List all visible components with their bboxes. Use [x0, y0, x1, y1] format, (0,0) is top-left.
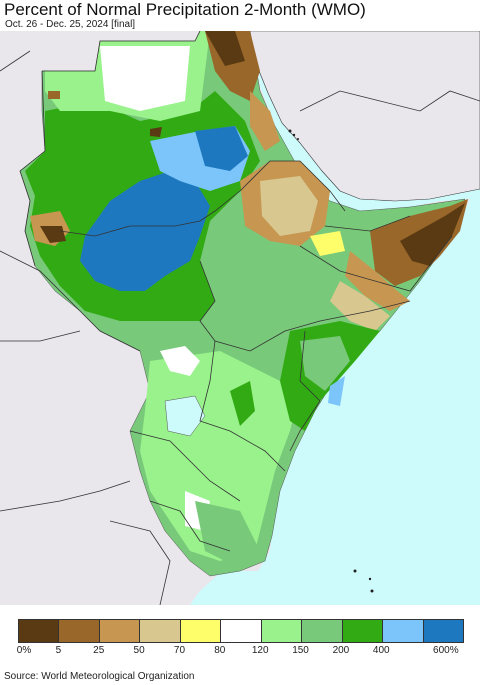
legend-label: 5 [55, 645, 62, 656]
legend-swatch [423, 620, 463, 642]
somalia-tan [345, 251, 410, 311]
north-brown-dot [48, 91, 60, 99]
legend-swatch [19, 620, 60, 642]
red-sea-islands [288, 129, 374, 593]
country-borders [0, 31, 480, 605]
legend-labels: 0% 5 25 50 70 80 120 150 200 400 600% [0, 645, 480, 659]
white-patch-1 [160, 346, 200, 376]
west-darkbrown [40, 226, 66, 243]
mid-green-south [195, 501, 260, 566]
legend-label: 50 [133, 645, 145, 656]
dark-green-south [230, 381, 255, 426]
legend-swatch [140, 620, 181, 642]
legend-label: 400 [372, 645, 390, 656]
small-brown [150, 127, 162, 137]
legend-swatch [383, 620, 424, 642]
legend-label: 150 [292, 645, 309, 656]
legend-label: 70 [173, 645, 186, 656]
legend-label: 200 [332, 645, 350, 656]
white-north [100, 46, 190, 111]
legend-label: 0% [16, 645, 32, 656]
legend-swatch [180, 620, 222, 642]
date-range-subtitle: Oct. 26 - Dec. 25, 2024 [final] [5, 19, 136, 30]
legend-label: 600% [433, 645, 459, 656]
legend-swatch [221, 620, 262, 642]
precipitation-map [0, 31, 480, 605]
eritrea-darkbrown [205, 31, 245, 66]
somalia-beige [330, 281, 390, 331]
legend-swatch [342, 620, 384, 642]
legend-swatch [59, 620, 100, 642]
legend-label: 25 [93, 645, 105, 656]
deep-blue-core [80, 171, 210, 291]
kenya-light [300, 336, 350, 391]
legend-swatch [99, 620, 141, 642]
lake-victoria [164, 395, 206, 437]
legend-swatch [261, 620, 303, 642]
somalia-darkbrown [400, 203, 465, 266]
north-tan [250, 91, 280, 151]
blue-north [195, 126, 248, 171]
map-canvas [0, 31, 480, 605]
map-title: Percent of Normal Precipitation 2-Month … [4, 0, 366, 19]
legend-label: 80 [214, 645, 226, 656]
source-credit: Source: World Meteorological Organizatio… [4, 671, 195, 682]
legend-swatch [302, 620, 343, 642]
coast-blue [328, 376, 345, 406]
ethiopia-beige [260, 176, 318, 236]
legend-label: 120 [251, 645, 269, 656]
arabian-peninsula [249, 31, 480, 202]
color-legend [18, 619, 464, 643]
yellow-patch [310, 231, 345, 256]
